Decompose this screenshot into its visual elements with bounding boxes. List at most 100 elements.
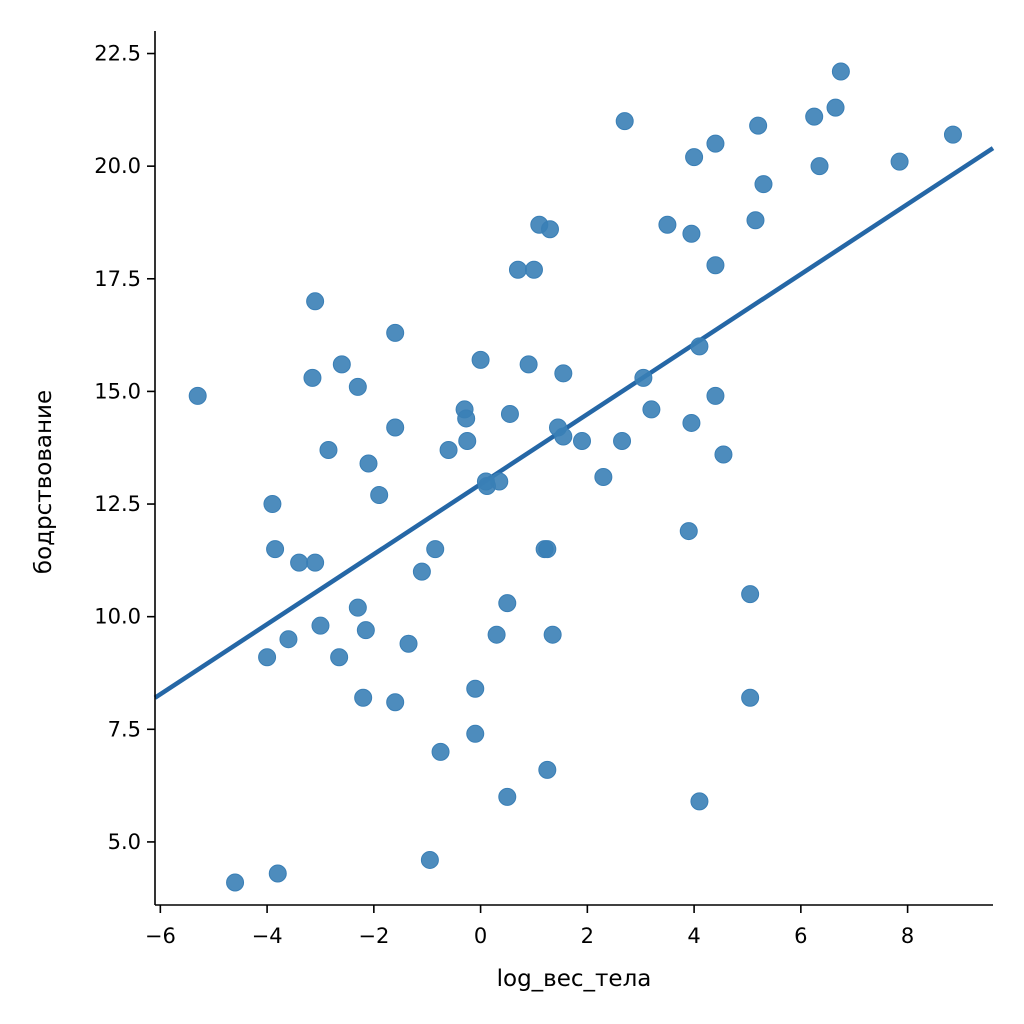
x-tick-label: 0 bbox=[474, 924, 487, 948]
data-point bbox=[332, 355, 351, 374]
data-point bbox=[890, 152, 909, 171]
data-point bbox=[682, 413, 701, 432]
data-point bbox=[831, 62, 850, 81]
data-point bbox=[258, 648, 277, 667]
data-point bbox=[826, 98, 845, 117]
data-point bbox=[188, 386, 207, 405]
data-points bbox=[188, 62, 962, 892]
x-tick-label: 4 bbox=[687, 924, 700, 948]
data-point bbox=[370, 486, 389, 505]
data-point bbox=[466, 724, 485, 743]
x-tick-label: 8 bbox=[901, 924, 914, 948]
data-point bbox=[706, 386, 725, 405]
data-point bbox=[658, 215, 677, 234]
data-point bbox=[457, 409, 476, 428]
data-point bbox=[386, 418, 405, 437]
data-point bbox=[615, 112, 634, 131]
data-point bbox=[500, 404, 519, 423]
data-point bbox=[508, 260, 527, 279]
data-point bbox=[682, 224, 701, 243]
data-point bbox=[540, 220, 559, 239]
data-point bbox=[714, 445, 733, 464]
y-tick-label: 12.5 bbox=[94, 492, 141, 516]
data-point bbox=[348, 598, 367, 617]
data-point bbox=[268, 864, 287, 883]
data-point bbox=[386, 323, 405, 342]
data-point bbox=[706, 134, 725, 153]
y-tick-label: 10.0 bbox=[94, 605, 141, 629]
data-point bbox=[266, 540, 285, 559]
data-point bbox=[319, 440, 338, 459]
data-point bbox=[810, 157, 829, 176]
data-point bbox=[311, 616, 330, 635]
data-point bbox=[303, 368, 322, 387]
y-tick-label: 5.0 bbox=[108, 830, 141, 854]
data-point bbox=[290, 553, 309, 572]
x-tick-label: 6 bbox=[794, 924, 807, 948]
data-point bbox=[466, 679, 485, 698]
y-axis-label: бодрствование bbox=[31, 390, 57, 574]
x-axis-label: log_вес_тела bbox=[497, 966, 652, 992]
data-point bbox=[538, 540, 557, 559]
x-tick-label: 2 bbox=[581, 924, 594, 948]
data-point bbox=[706, 256, 725, 275]
data-point bbox=[634, 368, 653, 387]
y-axis-ticks: 5.0 7.5 10.0 12.5 15.0 17.5 20.0 22.5 bbox=[94, 42, 155, 854]
data-point bbox=[458, 431, 477, 450]
data-point bbox=[399, 634, 418, 653]
data-point bbox=[690, 792, 709, 811]
y-tick-label: 17.5 bbox=[94, 267, 141, 291]
x-tick-label: −4 bbox=[252, 924, 283, 948]
data-point bbox=[554, 427, 573, 446]
data-point bbox=[354, 688, 373, 707]
data-point bbox=[754, 175, 773, 194]
x-axis-ticks: −6 −4 −2 0 2 4 6 8 bbox=[145, 905, 914, 948]
data-point bbox=[543, 625, 562, 644]
data-point bbox=[386, 693, 405, 712]
data-point bbox=[749, 116, 768, 135]
data-point bbox=[943, 125, 962, 144]
data-point bbox=[471, 350, 490, 369]
data-point bbox=[746, 211, 765, 230]
data-point bbox=[573, 431, 592, 450]
data-point bbox=[741, 585, 760, 604]
data-point bbox=[487, 625, 506, 644]
data-point bbox=[359, 454, 378, 473]
y-tick-label: 7.5 bbox=[108, 717, 141, 741]
data-point bbox=[498, 787, 517, 806]
data-point bbox=[426, 540, 445, 559]
data-point bbox=[554, 364, 573, 383]
data-point bbox=[594, 468, 613, 487]
data-point bbox=[685, 148, 704, 167]
data-point bbox=[519, 355, 538, 374]
regression-line-group bbox=[153, 146, 995, 700]
data-point bbox=[412, 562, 431, 581]
data-point bbox=[498, 594, 517, 613]
data-point bbox=[226, 873, 245, 892]
data-point bbox=[279, 630, 298, 649]
data-point bbox=[642, 400, 661, 419]
data-point bbox=[306, 292, 325, 311]
data-point bbox=[348, 377, 367, 396]
data-point bbox=[805, 107, 824, 126]
data-point bbox=[431, 742, 450, 761]
data-point bbox=[679, 522, 698, 541]
data-point bbox=[538, 760, 557, 779]
data-point bbox=[330, 648, 349, 667]
data-point bbox=[741, 688, 760, 707]
data-point bbox=[613, 431, 632, 450]
y-tick-label: 15.0 bbox=[94, 379, 141, 403]
x-tick-label: −2 bbox=[358, 924, 389, 948]
y-tick-label: 20.0 bbox=[94, 154, 141, 178]
data-point bbox=[524, 260, 543, 279]
data-point bbox=[306, 553, 325, 572]
data-point bbox=[439, 440, 458, 459]
data-point bbox=[690, 337, 709, 356]
data-point bbox=[263, 495, 282, 514]
data-point bbox=[490, 472, 509, 491]
data-point bbox=[356, 621, 375, 640]
regression-line bbox=[153, 146, 995, 700]
data-point bbox=[420, 850, 439, 869]
x-tick-label: −6 bbox=[145, 924, 176, 948]
